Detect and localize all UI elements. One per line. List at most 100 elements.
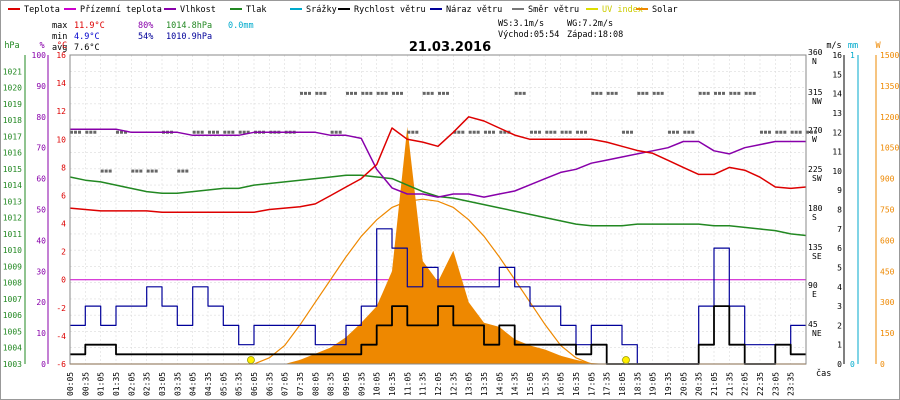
x-tick-label: 13:05: [465, 372, 474, 396]
stat-wg: WG:7.2m/s: [567, 19, 613, 29]
wind-direction-marker: [698, 91, 702, 95]
wind-direction-marker: [446, 91, 449, 95]
wind-direction-marker: [568, 130, 572, 134]
direction-label: SE: [812, 252, 822, 261]
solar-tick: 150: [880, 329, 895, 338]
wind-direction-marker: [672, 130, 675, 134]
wind-direction-marker: [453, 130, 457, 134]
direction-tick: 45: [808, 320, 818, 329]
wind-direction-marker: [798, 130, 802, 134]
wind-direction-marker: [790, 130, 794, 134]
x-tick-label: 01:35: [112, 372, 121, 396]
wind-tick: 10: [832, 167, 842, 176]
x-tick-label: 02:35: [143, 372, 152, 396]
wind-direction-marker: [775, 130, 779, 134]
x-tick-label: 06:35: [265, 372, 274, 396]
chart-title: 21.03.2016: [409, 40, 491, 55]
wind-direction-marker: [614, 91, 618, 95]
humidity-tick: 50: [36, 206, 46, 215]
pressure-tick: 1012: [3, 214, 22, 223]
temp-tick: 10: [56, 135, 66, 144]
rain-tick: 1: [850, 51, 855, 60]
wind-direction-marker: [760, 130, 763, 134]
wind-direction-marker: [518, 91, 522, 95]
wind-direction-marker: [637, 91, 641, 95]
x-tick-label: 12:35: [449, 372, 458, 396]
direction-label: S: [812, 213, 817, 222]
wind-direction-marker: [200, 130, 204, 134]
pressure-tick: 1021: [3, 67, 22, 76]
humidity-tick: 20: [36, 298, 46, 307]
pressure-tick: 1007: [3, 295, 22, 304]
humidity-tick: 90: [36, 82, 46, 91]
wind-direction-marker: [584, 130, 587, 134]
legend-label: Náraz větru: [446, 5, 502, 15]
stat-max-label: max: [52, 21, 67, 31]
wind-tick: 6: [837, 244, 842, 253]
wind-direction-marker: [744, 91, 748, 95]
x-tick-label: 19:05: [649, 372, 658, 396]
x-tick-label: 09:05: [342, 372, 351, 396]
wind-direction-marker: [315, 91, 319, 95]
wind-direction-marker: [461, 130, 465, 134]
solar-tick: 1200: [880, 113, 899, 122]
series-wind-speed: [70, 305, 806, 365]
direction-tick: 270: [808, 126, 823, 135]
wind-direction-marker: [246, 130, 250, 134]
pressure-tick: 1014: [3, 181, 22, 190]
legend-label: Rychlost větru: [354, 5, 426, 15]
stat-min-press: 1010.9hPa: [166, 32, 212, 42]
x-tick-label: 23:35: [787, 372, 796, 396]
stat-avg-label: avg: [52, 43, 67, 53]
wind-direction-marker: [783, 130, 787, 134]
legend-label: Vlhkost: [180, 5, 216, 15]
wind-direction-marker: [78, 130, 81, 134]
wind-direction-marker: [522, 91, 526, 95]
direction-label: W: [812, 135, 817, 144]
wind-direction-marker: [722, 91, 725, 95]
legend-label: Solar: [652, 5, 678, 15]
direction-label: NW: [812, 97, 822, 106]
pressure-tick: 1017: [3, 132, 22, 141]
x-tick-label: 01:05: [97, 372, 106, 396]
wind-direction-marker: [630, 130, 633, 134]
legend-item: Tlak: [230, 5, 266, 15]
wind-direction-marker: [538, 130, 541, 134]
legend-label: Teplota: [24, 5, 60, 15]
x-tick-label: 21:35: [725, 372, 734, 396]
x-tick-label: 00:05: [66, 372, 75, 396]
wind-direction-marker: [89, 130, 93, 134]
x-tick-label: 11:35: [419, 372, 428, 396]
direction-label: NE: [812, 329, 822, 338]
x-tick-label: 21:05: [710, 372, 719, 396]
wind-direction-marker: [146, 169, 150, 173]
wind-direction-marker: [238, 130, 242, 134]
wind-direction-marker: [216, 130, 219, 134]
axes: 1021102010191018101710161015101410131012…: [3, 48, 900, 396]
wind-direction-marker: [100, 169, 104, 173]
wind-direction-marker: [530, 130, 533, 134]
wind-direction-marker: [660, 91, 664, 95]
direction-tick: 360: [808, 48, 823, 57]
wind-tick: 9: [837, 186, 842, 195]
wind-direction-marker: [223, 130, 227, 134]
pressure-tick: 1019: [3, 100, 22, 109]
wind-direction-marker: [411, 130, 415, 134]
wind-direction-marker: [346, 91, 349, 95]
wind-direction-marker: [407, 130, 411, 134]
sunrise-marker: [247, 356, 255, 364]
legend-item: Solar: [636, 5, 678, 15]
x-tick-label: 16:35: [572, 372, 581, 396]
x-tick-label: 19:35: [664, 372, 673, 396]
wind-direction-marker: [564, 130, 568, 134]
wind-direction-marker: [752, 91, 756, 95]
wind-direction-marker: [706, 91, 710, 95]
stat-min-hum: 54%: [138, 32, 153, 42]
legend-label: Tlak: [246, 5, 266, 15]
temp-tick: 12: [56, 107, 66, 116]
unit-time: čas: [816, 368, 831, 379]
temp-tick: 14: [56, 79, 66, 88]
direction-label: N: [812, 57, 817, 66]
wind-direction-marker: [192, 130, 196, 134]
